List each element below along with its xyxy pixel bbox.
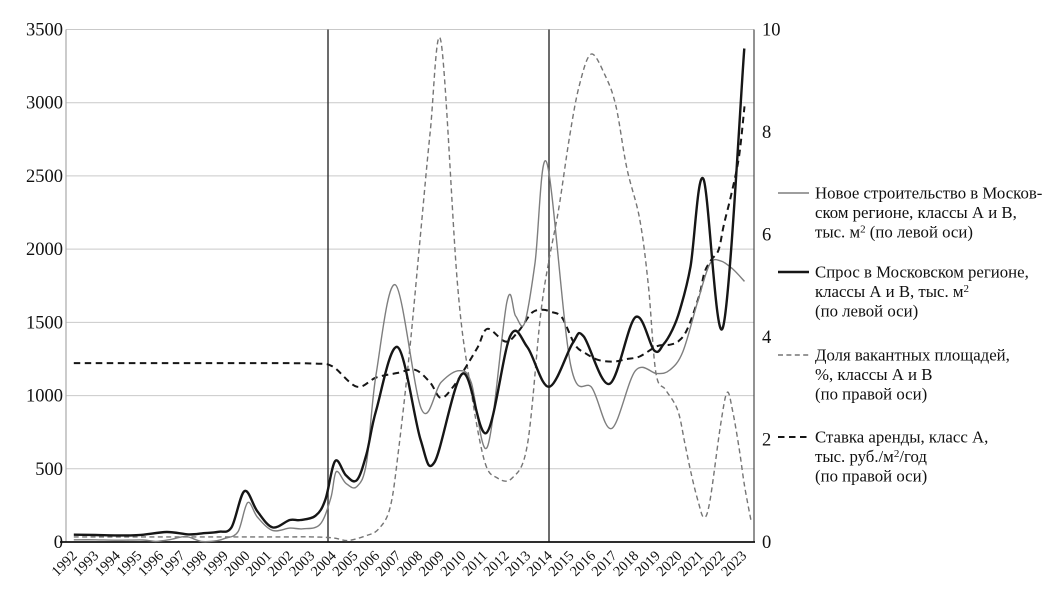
svg-text:4: 4 — [762, 328, 771, 348]
svg-text:тыс. м2 (по левой оси): тыс. м2 (по левой оси) — [815, 223, 973, 242]
svg-text:Спрос в Московском регионе,: Спрос в Московском регионе, — [815, 263, 1029, 282]
svg-text:2500: 2500 — [26, 167, 63, 187]
svg-text:2: 2 — [762, 431, 771, 451]
svg-text:(по правой оси): (по правой оси) — [815, 385, 927, 404]
svg-text:%, классы А и В: %, классы А и В — [815, 365, 932, 384]
svg-text:классы А и В, тыс. м2: классы А и В, тыс. м2 — [815, 282, 969, 301]
svg-text:Доля вакантных площадей,: Доля вакантных площадей, — [815, 346, 1010, 365]
svg-text:Ставка аренды, класс А,: Ставка аренды, класс А, — [815, 428, 988, 447]
svg-text:8: 8 — [762, 123, 771, 143]
svg-text:ском регионе, классы А и В,: ском регионе, классы А и В, — [815, 203, 1017, 222]
svg-text:500: 500 — [35, 460, 63, 480]
svg-text:3000: 3000 — [26, 94, 63, 114]
svg-text:0: 0 — [54, 533, 63, 553]
svg-text:1500: 1500 — [26, 313, 63, 333]
svg-text:Новое строительство в Москов-: Новое строительство в Москов- — [815, 184, 1042, 203]
svg-text:2000: 2000 — [26, 240, 63, 260]
svg-text:10: 10 — [762, 21, 781, 41]
svg-text:1000: 1000 — [26, 387, 63, 407]
svg-text:(по правой оси): (по правой оси) — [815, 467, 927, 486]
svg-text:0: 0 — [762, 533, 771, 553]
svg-text:6: 6 — [762, 226, 771, 246]
svg-text:3500: 3500 — [26, 21, 63, 41]
svg-text:(по левой оси): (по левой оси) — [815, 302, 918, 321]
svg-text:тыс. руб./м2/год: тыс. руб./м2/год — [815, 447, 927, 466]
